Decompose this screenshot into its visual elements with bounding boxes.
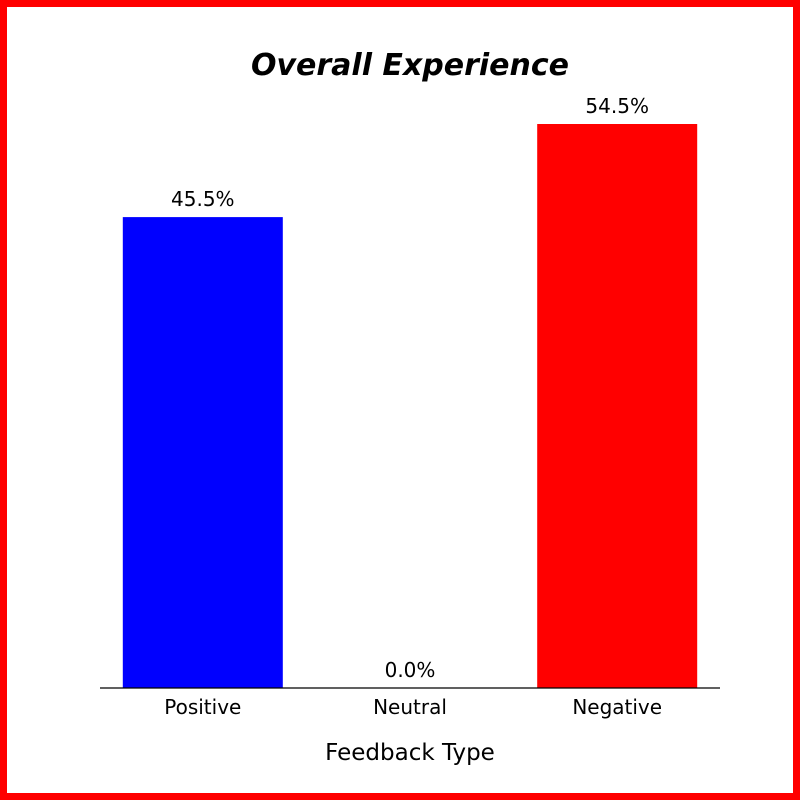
x-axis-label: Feedback Type [325, 740, 495, 766]
x-tick-label-positive: Positive [164, 695, 241, 719]
bar-negative [537, 124, 698, 688]
x-tick-label-neutral: Neutral [373, 695, 447, 719]
chart-title: Overall Experience [251, 48, 569, 83]
bar-positive [122, 217, 283, 688]
x-tick-label-negative: Negative [572, 695, 662, 719]
value-label-neutral: 0.0% [385, 658, 436, 682]
value-labels: 45.5% 0.0% 54.5% [171, 94, 649, 682]
x-tick-labels: Positive Neutral Negative [164, 695, 662, 719]
bars-layer [122, 124, 698, 688]
value-label-positive: 45.5% [171, 187, 235, 211]
value-label-negative: 54.5% [585, 94, 649, 118]
